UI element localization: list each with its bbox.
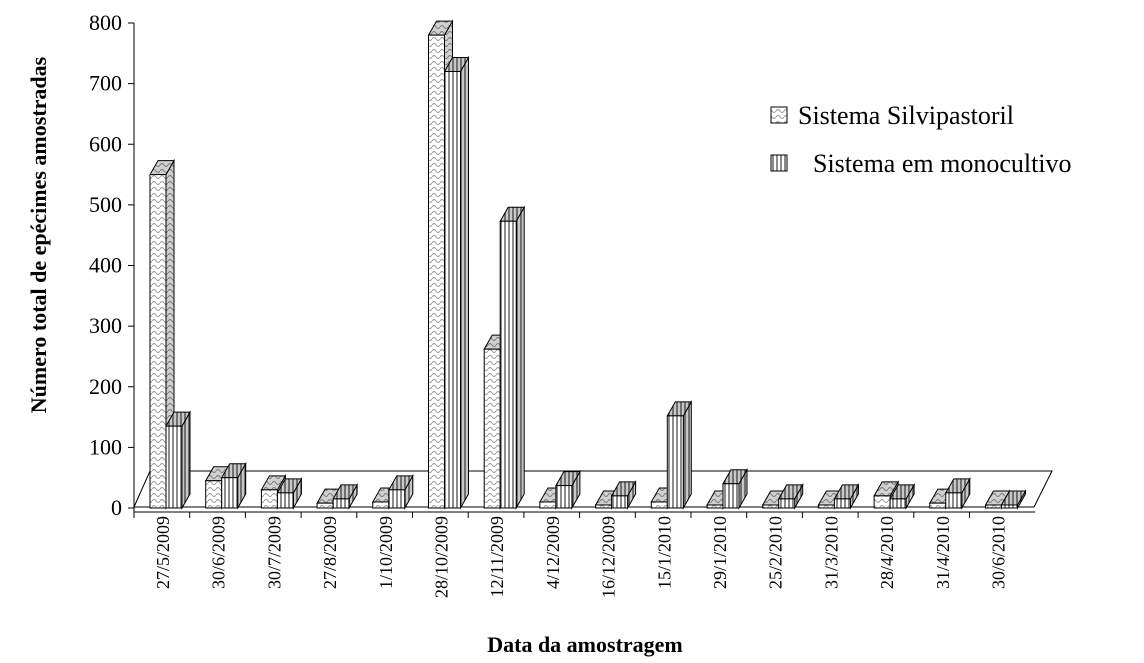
- legend-swatch-monocultivo: [770, 154, 788, 172]
- x-tick-label: 28/10/2009: [432, 516, 452, 598]
- x-tick-label: 27/8/2009: [320, 516, 340, 589]
- y-tick-label: 800: [89, 10, 122, 35]
- bar-side: [460, 55, 469, 510]
- bar-front: [650, 501, 668, 509]
- bar-front: [428, 34, 445, 509]
- x-tick-label: 16/12/2009: [599, 516, 619, 598]
- bar-monocultivo: [610, 479, 637, 510]
- bar-monocultivo: [443, 55, 470, 510]
- y-tick-label: 0: [111, 495, 122, 520]
- legend: Sistema Silvipastoril Sistema em monocul…: [770, 101, 1072, 178]
- x-tick-label: 31/3/2010: [821, 516, 841, 589]
- y-axis-title: Número total de epécimes amostradas: [26, 56, 51, 413]
- bar-front: [889, 498, 907, 509]
- x-tick-label: 12/11/2009: [487, 516, 507, 597]
- bar-front: [1001, 504, 1018, 509]
- x-tick-label: 30/7/2009: [264, 516, 284, 589]
- bar-front: [276, 492, 294, 509]
- bar-front: [929, 502, 947, 509]
- legend-label-monocultivo: Sistema em monocultivo: [813, 149, 1072, 178]
- y-tick-label: 400: [89, 253, 122, 278]
- bar-front: [499, 220, 517, 509]
- bar-monocultivo: [1000, 489, 1027, 510]
- bar-front: [778, 498, 796, 509]
- bar-front: [444, 71, 461, 509]
- x-tick-label: 30/6/2010: [989, 516, 1009, 589]
- bar-monocultivo: [944, 476, 971, 510]
- bar-front: [945, 492, 963, 509]
- y-tick-label: 200: [89, 374, 122, 399]
- bar-monocultivo: [165, 410, 191, 510]
- bar-front: [372, 501, 390, 509]
- bar-front: [985, 504, 1002, 509]
- tick-labels: 0 100 200 300 400 500 600 700 800 27/5/2009 30/6/2…: [89, 10, 1009, 598]
- bar-monocultivo: [332, 483, 358, 510]
- bar-monocultivo: [276, 476, 303, 510]
- bar-front: [388, 489, 406, 509]
- bar-side: [682, 399, 692, 510]
- axes: [128, 22, 1036, 518]
- bar-monocultivo: [387, 473, 414, 510]
- bar-side: [181, 410, 191, 510]
- bar-front: [873, 495, 891, 509]
- bar-front: [205, 480, 223, 509]
- bar-front: [165, 425, 183, 509]
- bar-monocultivo: [777, 483, 804, 510]
- bar-front: [722, 483, 740, 509]
- bar-front: [762, 504, 780, 509]
- bar-monocultivo: [833, 483, 860, 510]
- y-tick-label: 700: [89, 71, 122, 96]
- x-tick-label: 1/10/2009: [376, 516, 396, 589]
- bar-side: [515, 205, 525, 510]
- bar-front: [332, 498, 350, 509]
- y-tick-label: 600: [89, 131, 122, 156]
- bar-front: [833, 498, 851, 509]
- bar-monocultivo: [666, 399, 693, 510]
- x-tick-label: 4/12/2009: [543, 516, 563, 589]
- x-tick-label: 29/1/2010: [710, 516, 730, 589]
- bars: [149, 19, 1027, 510]
- bar-front: [666, 415, 684, 509]
- x-tick-label: 28/4/2010: [877, 516, 897, 589]
- bar-front: [595, 504, 613, 509]
- bar-monocultivo: [889, 483, 915, 510]
- legend-swatch-silvipastoril: [770, 106, 788, 124]
- bar-monocultivo: [220, 461, 247, 510]
- bar-front: [555, 485, 573, 509]
- x-tick-label: 31/4/2010: [933, 516, 953, 589]
- x-tick-label: 27/5/2009: [153, 516, 173, 589]
- bar-front: [539, 501, 557, 509]
- bar-front: [221, 477, 239, 509]
- y-tick-label: 500: [89, 192, 122, 217]
- y-tick-label: 300: [89, 313, 122, 338]
- bar-front: [817, 504, 835, 509]
- x-tick-label: 30/6/2009: [209, 516, 229, 589]
- x-tick-label: 15/1/2010: [654, 516, 674, 589]
- bar-front: [706, 504, 724, 509]
- bar-front: [149, 174, 167, 509]
- bar-front: [611, 495, 629, 509]
- legend-label-silvipastoril: Sistema Silvipastoril: [798, 101, 1014, 130]
- bar-monocultivo: [499, 205, 526, 510]
- bar-monocultivo: [555, 469, 581, 510]
- y-tick-label: 100: [89, 434, 122, 459]
- bar-front: [316, 502, 334, 509]
- x-axis-title: Data da amostragem: [487, 632, 683, 657]
- x-tick-label: 25/2/2010: [766, 516, 786, 589]
- bar-front: [483, 348, 501, 509]
- bar-front: [260, 489, 278, 509]
- bar-monocultivo: [722, 467, 748, 510]
